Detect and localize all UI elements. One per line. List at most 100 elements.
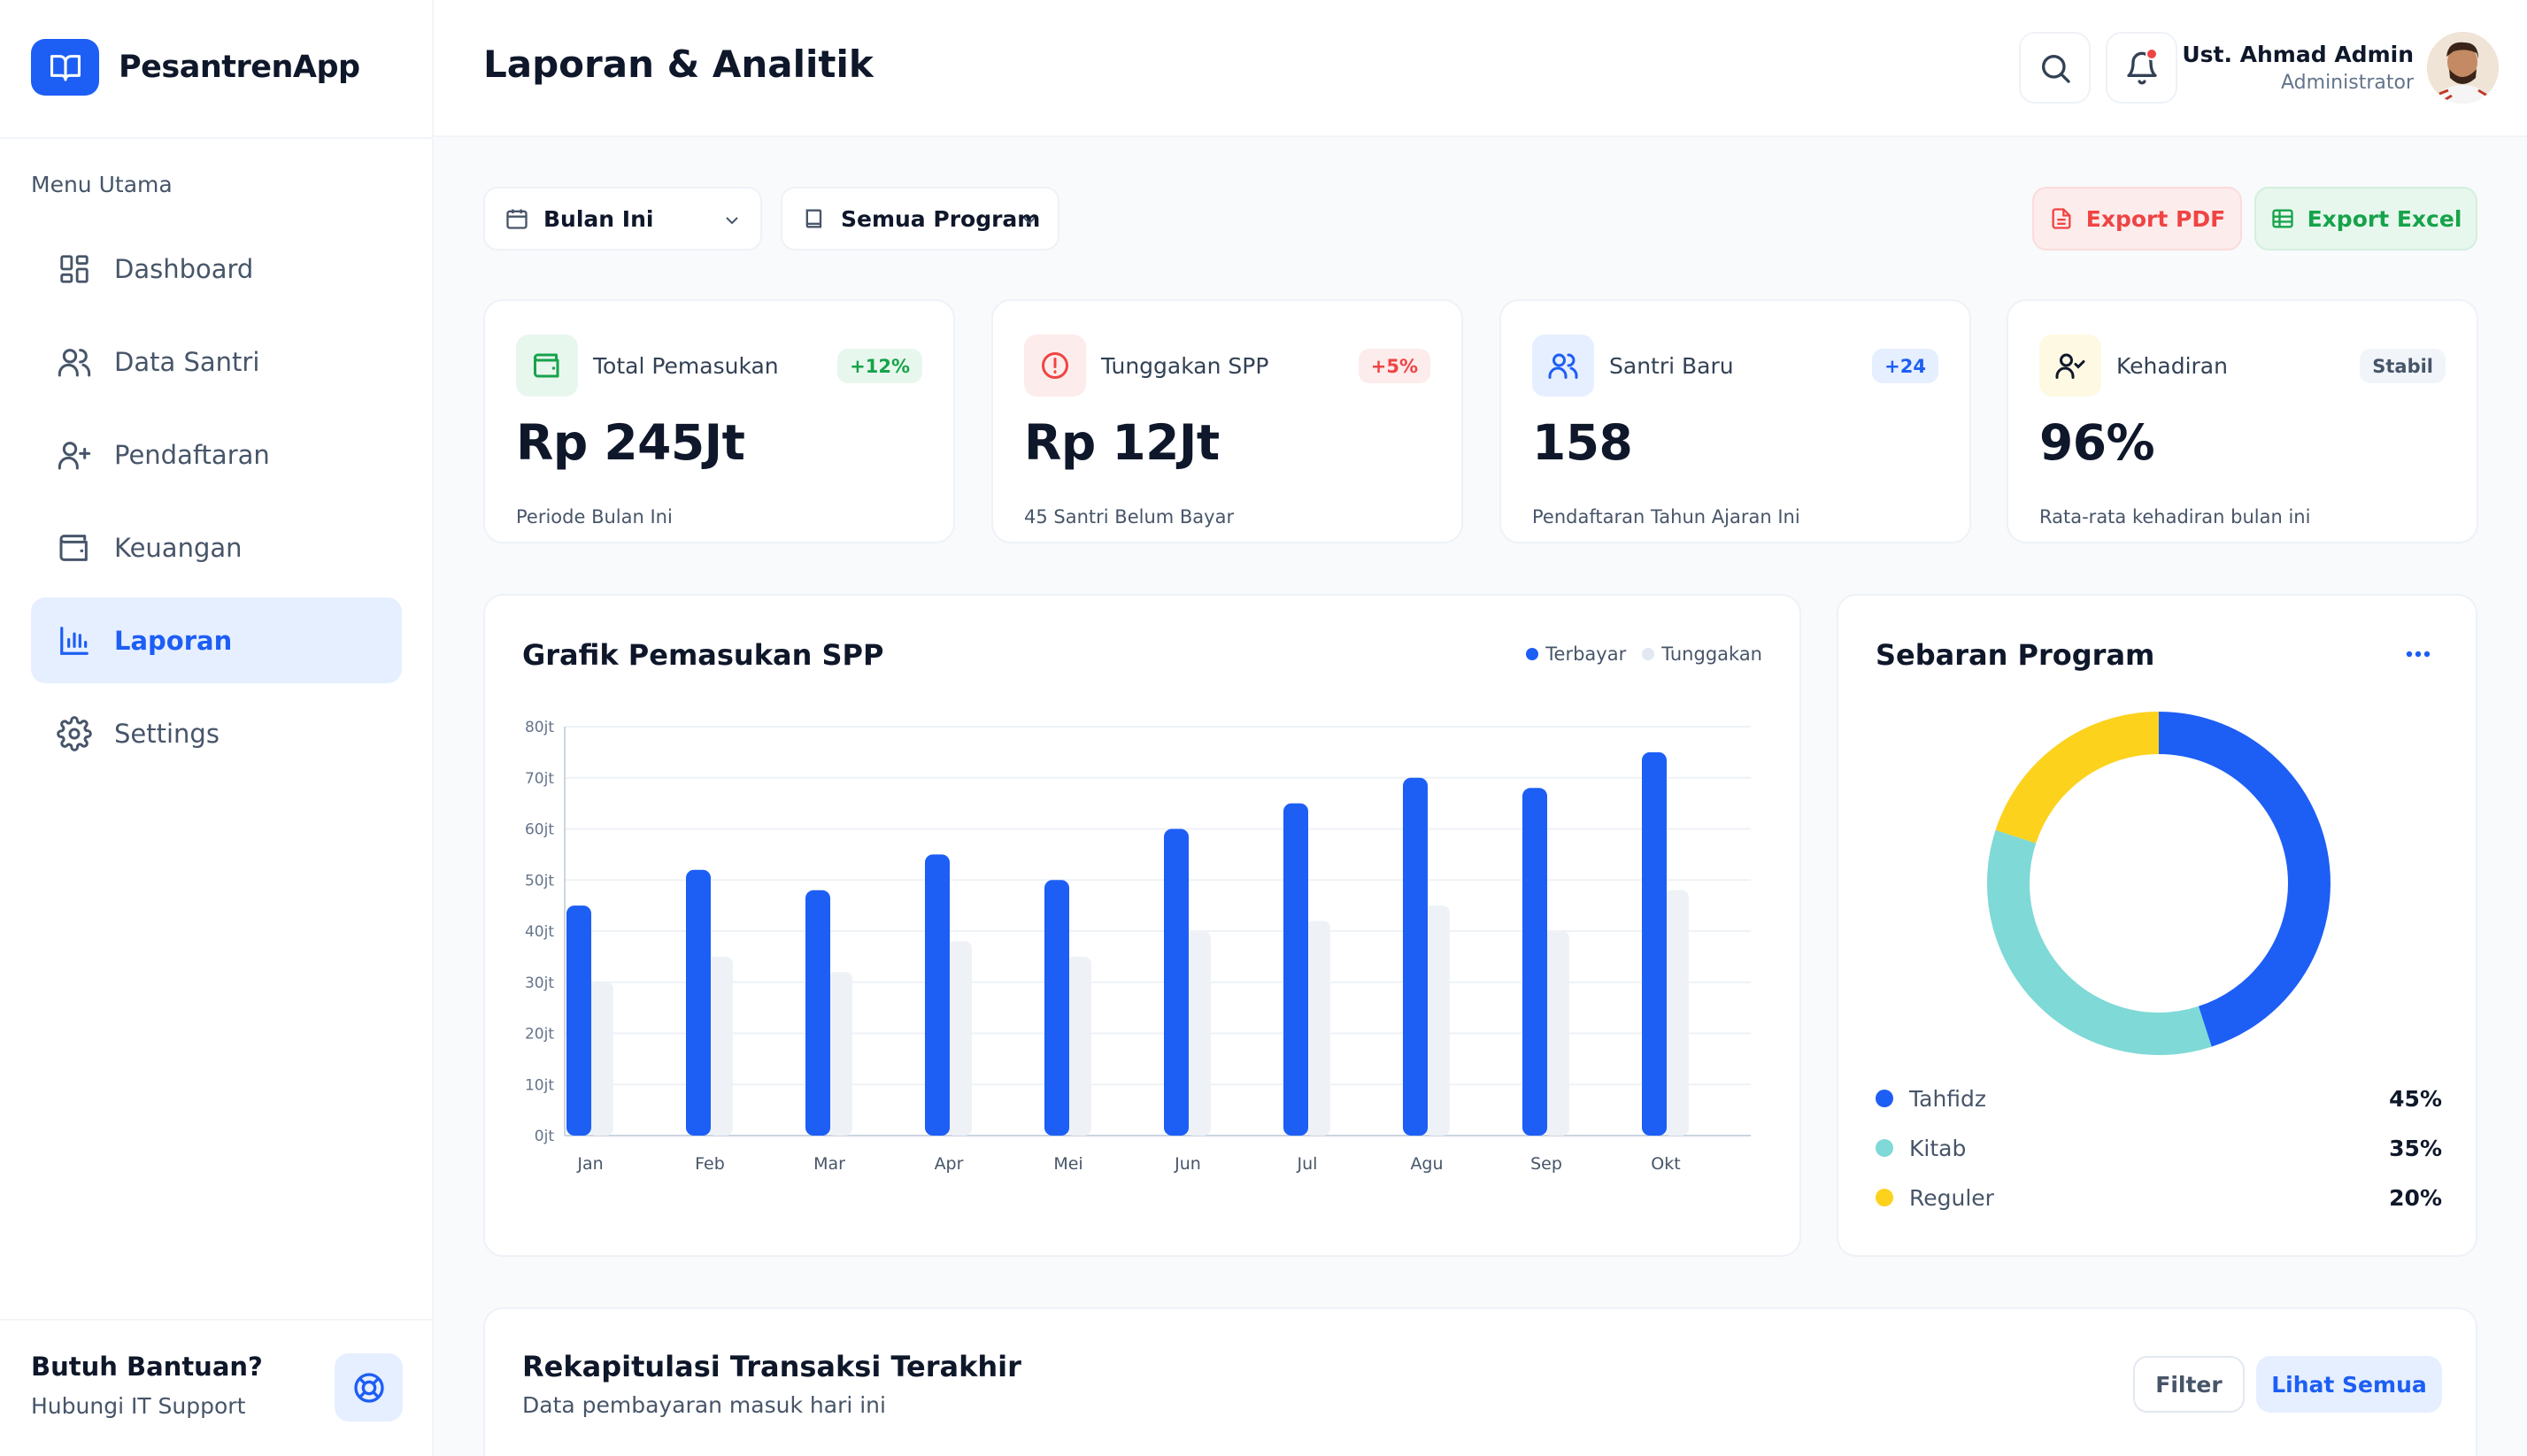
sidebar-item-keuangan[interactable]: Keuangan [31, 505, 402, 590]
export-pdf-button[interactable]: Export PDF [2032, 187, 2242, 250]
program-select[interactable]: Semua Program [781, 187, 1059, 250]
stat-label: Santri Baru [1609, 353, 1734, 379]
period-select[interactable]: Bulan Ini [483, 187, 762, 250]
brand-name: PesantrenApp [119, 50, 360, 85]
stat-badge: +5% [1358, 349, 1430, 383]
sidebar-item-pendaftaran[interactable]: Pendaftaran [31, 412, 402, 497]
bar-tunggakan[interactable] [1545, 931, 1569, 1136]
y-tick-label: 20jt [525, 1026, 554, 1044]
export-excel-label: Export Excel [2307, 205, 2462, 232]
y-tick-label: 0jt [535, 1128, 555, 1145]
legend-item-tunggakan: Tunggakan [1642, 643, 1762, 665]
bar-tunggakan[interactable] [1067, 956, 1091, 1136]
help-title: Butuh Bantuan? [31, 1352, 263, 1382]
brand[interactable]: PesantrenApp [31, 39, 360, 96]
calendar-icon [506, 209, 528, 229]
bar-tunggakan[interactable] [1186, 931, 1211, 1136]
export-excel-button[interactable]: Export Excel [2254, 187, 2477, 250]
x-tick-label: Okt [1651, 1154, 1680, 1174]
page-title: Laporan & Analitik [483, 42, 874, 86]
recent-transactions-card: Rekapitulasi Transaksi Terakhir Data pem… [483, 1307, 2477, 1456]
stat-value: 158 [1532, 414, 1633, 471]
y-tick-label: 80jt [525, 719, 554, 736]
search-button[interactable] [2019, 32, 2091, 104]
user-plus-icon [56, 436, 93, 474]
y-tick-label: 50jt [525, 872, 554, 890]
bar-tunggakan[interactable] [1306, 921, 1330, 1136]
stat-label: Kehadiran [2116, 353, 2228, 379]
sidebar-item-dashboard[interactable]: Dashboard [31, 226, 402, 312]
bar-terbayar[interactable] [1283, 803, 1308, 1136]
support-button[interactable] [335, 1353, 403, 1421]
filter-button[interactable]: Filter [2133, 1356, 2245, 1413]
notification-button[interactable] [2106, 32, 2177, 104]
bar-tunggakan[interactable] [1425, 905, 1450, 1136]
x-tick-label: Sep [1530, 1154, 1562, 1174]
chart-title: Sebaran Program [1876, 638, 2155, 672]
bar-terbayar[interactable] [1642, 751, 1667, 1136]
bar-terbayar[interactable] [686, 869, 711, 1136]
legend-item-tahfidz: Tahfidz 45% [1876, 1074, 2442, 1123]
bar-terbayar[interactable] [1522, 788, 1547, 1136]
bar-terbayar[interactable] [1403, 777, 1428, 1136]
bar-chart-icon [56, 622, 93, 659]
stat-badge: +12% [837, 349, 922, 383]
y-tick-label: 40jt [525, 923, 554, 941]
chevron-down-icon [1023, 217, 1036, 225]
dashboard-icon [56, 250, 93, 288]
legend-label: Tunggakan [1661, 643, 1762, 665]
see-all-button[interactable]: Lihat Semua [2256, 1356, 2442, 1413]
stat-card-tunggakan-spp: Tunggakan SPP +5% Rp 12Jt 45 Santri Belu… [991, 299, 1463, 543]
bar-tunggakan[interactable] [828, 972, 852, 1136]
legend-label: Tahfidz [1909, 1085, 1987, 1112]
bar-terbayar[interactable] [805, 890, 830, 1136]
more-horizontal-icon[interactable] [2405, 645, 2431, 662]
program-distribution-card: Sebaran Program Tahfidz 45% Kitab 35% Re… [1837, 594, 2477, 1257]
stat-card-santri-baru: Santri Baru +24 158 Pendaftaran Tahun Aj… [1499, 299, 1971, 543]
sidebar-item-laporan[interactable]: Laporan [31, 597, 402, 683]
stat-value: Rp 245Jt [516, 414, 745, 471]
sidebar-item-label: Pendaftaran [114, 439, 270, 470]
bar-terbayar[interactable] [566, 905, 591, 1136]
stat-value: Rp 12Jt [1024, 414, 1220, 471]
stat-card-total-pemasukan: Total Pemasukan +12% Rp 245Jt Periode Bu… [483, 299, 955, 543]
legend-dot [1876, 1090, 1893, 1107]
avatar[interactable] [2427, 32, 2499, 104]
legend-value: 20% [2389, 1184, 2442, 1211]
book-icon [31, 39, 99, 96]
stat-desc: Rata-rata kehadiran bulan ini [2039, 506, 2311, 528]
bar-terbayar[interactable] [925, 854, 950, 1136]
bar-tunggakan[interactable] [589, 982, 613, 1136]
donut-slice-reguler[interactable] [1987, 712, 2331, 1055]
sidebar-item-data-santri[interactable]: Data Santri [31, 319, 402, 404]
search-icon [2041, 54, 2070, 83]
stat-desc: Periode Bulan Ini [516, 506, 673, 528]
bar-tunggakan[interactable] [947, 941, 972, 1136]
spreadsheet-icon [2271, 209, 2293, 228]
file-icon [2052, 208, 2071, 229]
program-donut-chart [1987, 712, 2331, 1055]
bar-terbayar[interactable] [1164, 828, 1189, 1136]
bar-terbayar[interactable] [1044, 880, 1069, 1136]
sidebar-item-label: Data Santri [114, 346, 260, 377]
user-name[interactable]: Ust. Ahmad Admin [2182, 42, 2414, 67]
stat-badge: +24 [1872, 349, 1938, 383]
bar-tunggakan[interactable] [1664, 890, 1689, 1136]
user-check-icon [2039, 335, 2101, 397]
period-select-value: Bulan Ini [543, 205, 654, 232]
divider [0, 137, 434, 139]
sidebar-item-settings[interactable]: Settings [31, 690, 402, 776]
chart-legend: Terbayar Tunggakan [1510, 643, 1762, 665]
sidebar-item-label: Laporan [114, 625, 233, 656]
book-icon [805, 209, 822, 228]
donut-slice-kitab[interactable] [1987, 712, 2331, 1055]
bar-tunggakan[interactable] [708, 956, 733, 1136]
bell-icon [2126, 51, 2157, 84]
topbar: Laporan & Analitik Ust. Ahmad Admin Admi… [434, 0, 2527, 137]
sidebar-item-label: Dashboard [114, 253, 254, 284]
spp-income-chart-card: 0jt 10jt 20jt 30jt 40jt 50jt 60jt 70jt 80jt Jan Fe… [483, 594, 1801, 1257]
legend-item-reguler: Reguler 20% [1876, 1173, 2442, 1222]
legend-label: Kitab [1909, 1135, 1967, 1161]
program-select-value: Semua Program [841, 205, 1041, 232]
stat-card-kehadiran: Kehadiran Stabil 96% Rata-rata kehadiran… [2007, 299, 2478, 543]
